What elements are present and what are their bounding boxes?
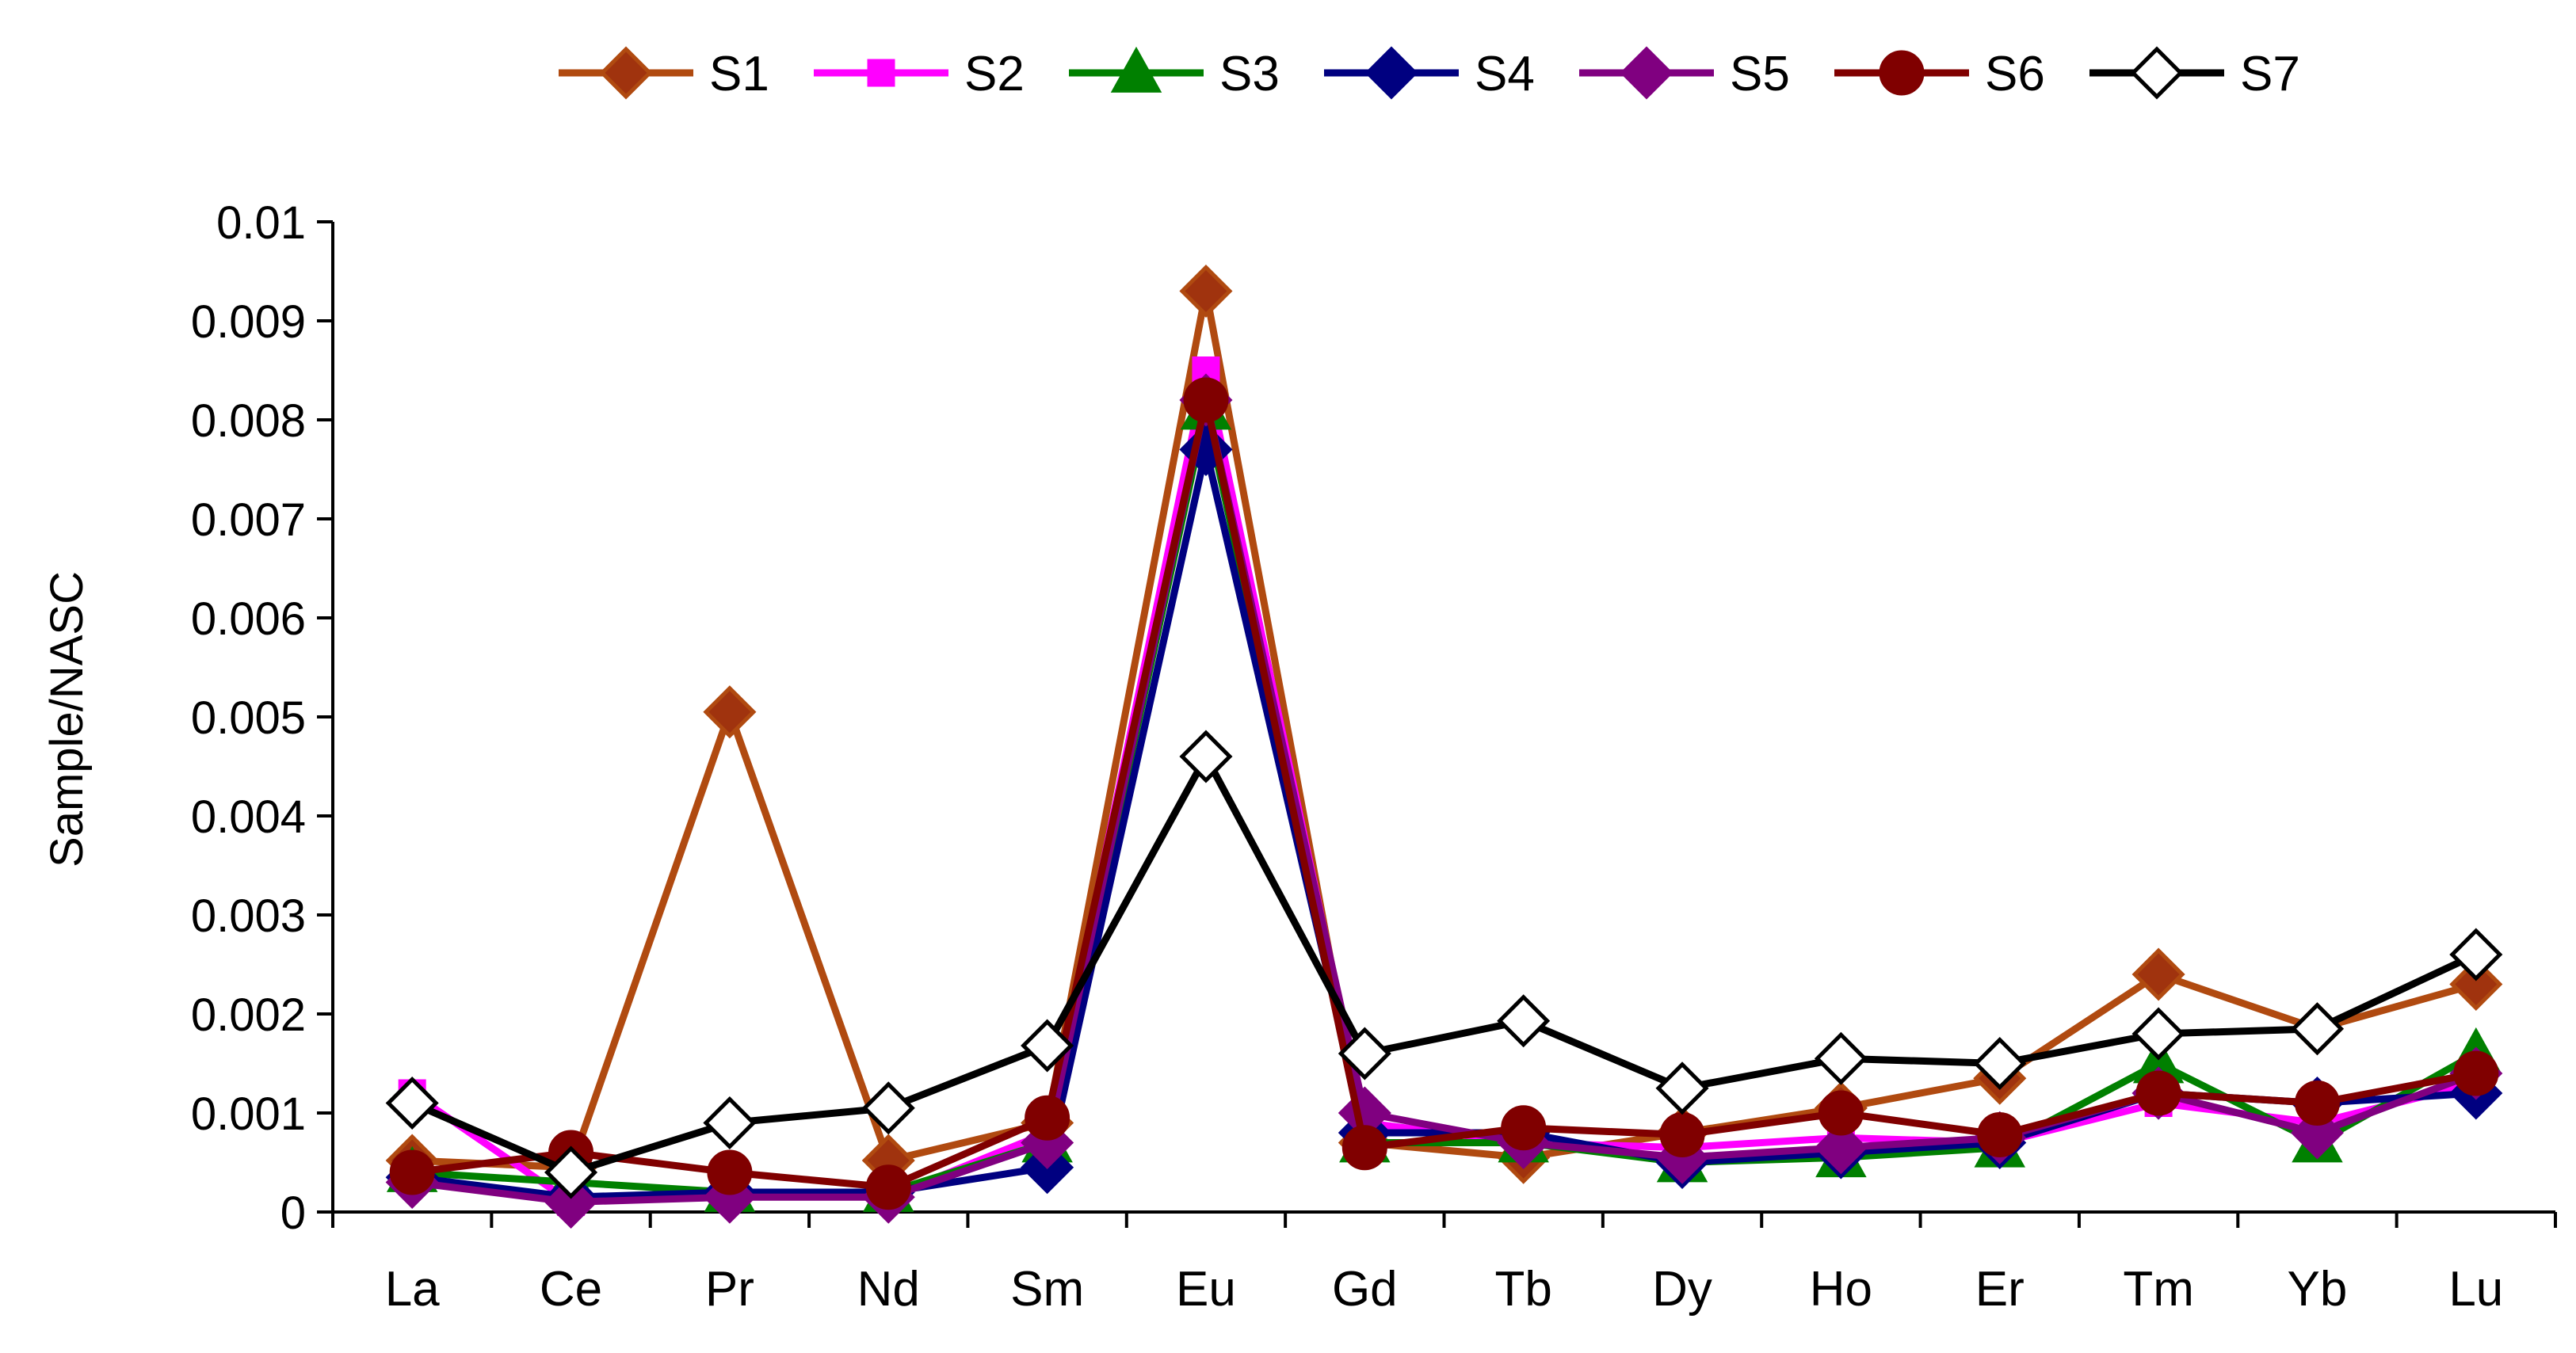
y-tick-label: 0.009 — [191, 296, 306, 348]
x-tick-label: Eu — [1176, 1262, 1236, 1317]
x-tick-label: Tm — [2123, 1262, 2194, 1317]
series-line-s1 — [411, 288, 2478, 1172]
legend-item-s4: S4 — [1324, 46, 1535, 101]
y-axis-ticks: 0 0.001 0.002 0.003 0.004 0.005 0.006 0.007 0.00… — [191, 197, 333, 1239]
series-s3 — [386, 383, 2502, 1212]
data-point-s7 — [2449, 928, 2503, 981]
data-point-s7 — [1179, 730, 1233, 783]
y-tick-label: 0.01 — [216, 197, 306, 249]
data-point-s6 — [1341, 1125, 1387, 1171]
legend-marker — [1364, 46, 1418, 100]
x-tick-label: La — [385, 1262, 440, 1317]
legend-marker — [2130, 46, 2184, 100]
legend-label: S2 — [964, 47, 1025, 101]
y-tick-label: 0.006 — [191, 593, 306, 645]
data-point-s7 — [1814, 1031, 1868, 1085]
series-s6 — [389, 377, 2499, 1210]
x-tick-label: Tb — [1494, 1262, 1551, 1317]
data-point-s7 — [544, 1145, 598, 1199]
series-s5 — [385, 373, 2503, 1229]
data-point-s6 — [1501, 1105, 1547, 1151]
y-tick-label: 0.007 — [191, 494, 306, 546]
data-point-s6 — [1659, 1112, 1705, 1157]
x-tick-label: Sm — [1010, 1262, 1084, 1317]
x-tick-label: Gd — [1332, 1262, 1398, 1317]
data-point-s7 — [1021, 1019, 1074, 1073]
legend-label: S6 — [1985, 47, 2045, 101]
legend-item-s7: S7 — [2089, 46, 2300, 101]
x-tick-label: Ho — [1810, 1262, 1872, 1317]
data-point-s5 — [544, 1175, 598, 1229]
x-tick-label: Er — [1975, 1262, 2025, 1317]
data-point-s7 — [703, 1096, 757, 1150]
y-tick-label: 0.003 — [191, 890, 306, 942]
data-point-s7 — [2131, 1007, 2185, 1061]
series-s7 — [385, 730, 2503, 1199]
data-point-s1 — [2131, 947, 2185, 1001]
legend-marker — [1620, 46, 1673, 100]
data-point-s7 — [2290, 1002, 2344, 1056]
series-line-s7 — [410, 753, 2478, 1176]
data-point-s6 — [389, 1149, 435, 1195]
data-point-s5 — [1814, 1121, 1868, 1175]
legend-item-s1: S1 — [559, 46, 769, 101]
data-point-s1 — [1179, 264, 1233, 318]
legend: S1 S2 S3 S4 S5 S6 S7 — [559, 46, 2300, 101]
data-point-s1 — [703, 685, 757, 739]
data-point-s6 — [2294, 1080, 2340, 1126]
data-point-s7 — [385, 1076, 439, 1130]
data-point-s6 — [1818, 1090, 1864, 1136]
legend-item-s3: S3 — [1069, 46, 1280, 101]
data-point-s6 — [2453, 1050, 2499, 1096]
x-tick-label: Yb — [2288, 1262, 2348, 1317]
data-point-s7 — [1338, 1027, 1391, 1080]
y-tick-label: 0.005 — [191, 692, 306, 744]
data-point-s6 — [865, 1164, 911, 1210]
legend-marker — [599, 46, 653, 100]
legend-marker — [1879, 50, 1925, 96]
y-tick-label: 0.004 — [191, 791, 306, 843]
axes: Sample/NASC 0 0.001 0.002 0.003 0.004 0.005 0.… — [41, 197, 2557, 1317]
data-point-s7 — [861, 1081, 915, 1135]
data-point-s6 — [2135, 1070, 2181, 1116]
series-s1 — [385, 264, 2503, 1195]
data-point-s6 — [1025, 1095, 1070, 1141]
x-axis-ticks: La Ce Pr Nd Sm Eu Gd Tb Dy Ho Er Tm Yb Lu — [331, 1212, 2557, 1317]
x-tick-label: Ce — [540, 1262, 602, 1317]
x-tick-label: Pr — [705, 1262, 754, 1317]
legend-marker — [867, 59, 895, 87]
legend-label: S5 — [1730, 47, 1790, 101]
data-point-s7 — [1497, 994, 1551, 1048]
legend-item-s5: S5 — [1579, 46, 1790, 101]
y-tick-label: 0 — [280, 1187, 306, 1239]
x-tick-label: Dy — [1652, 1262, 1712, 1317]
data-point-s6 — [1977, 1112, 2023, 1157]
data-point-s7 — [1973, 1036, 2027, 1091]
y-tick-label: 0.001 — [191, 1088, 306, 1140]
series-layer — [385, 264, 2503, 1229]
legend-item-s2: S2 — [814, 47, 1025, 101]
y-axis-label: Sample/NASC — [41, 571, 93, 867]
data-point-s7 — [1655, 1061, 1709, 1115]
x-tick-label: Nd — [857, 1262, 920, 1317]
series-line-s6 — [411, 396, 2477, 1191]
legend-label: S1 — [709, 47, 769, 101]
legend-label: S7 — [2240, 47, 2300, 101]
legend-label: S4 — [1475, 47, 1535, 101]
x-tick-label: Lu — [2448, 1262, 2503, 1317]
legend-item-s6: S6 — [1834, 47, 2045, 101]
y-tick-label: 0.002 — [191, 989, 306, 1041]
data-point-s1 — [2449, 957, 2503, 1012]
legend-marker — [1110, 46, 1162, 93]
y-tick-label: 0.008 — [191, 395, 306, 447]
data-point-s6 — [1183, 377, 1229, 423]
legend-label: S3 — [1219, 47, 1280, 101]
data-point-s6 — [707, 1149, 753, 1195]
